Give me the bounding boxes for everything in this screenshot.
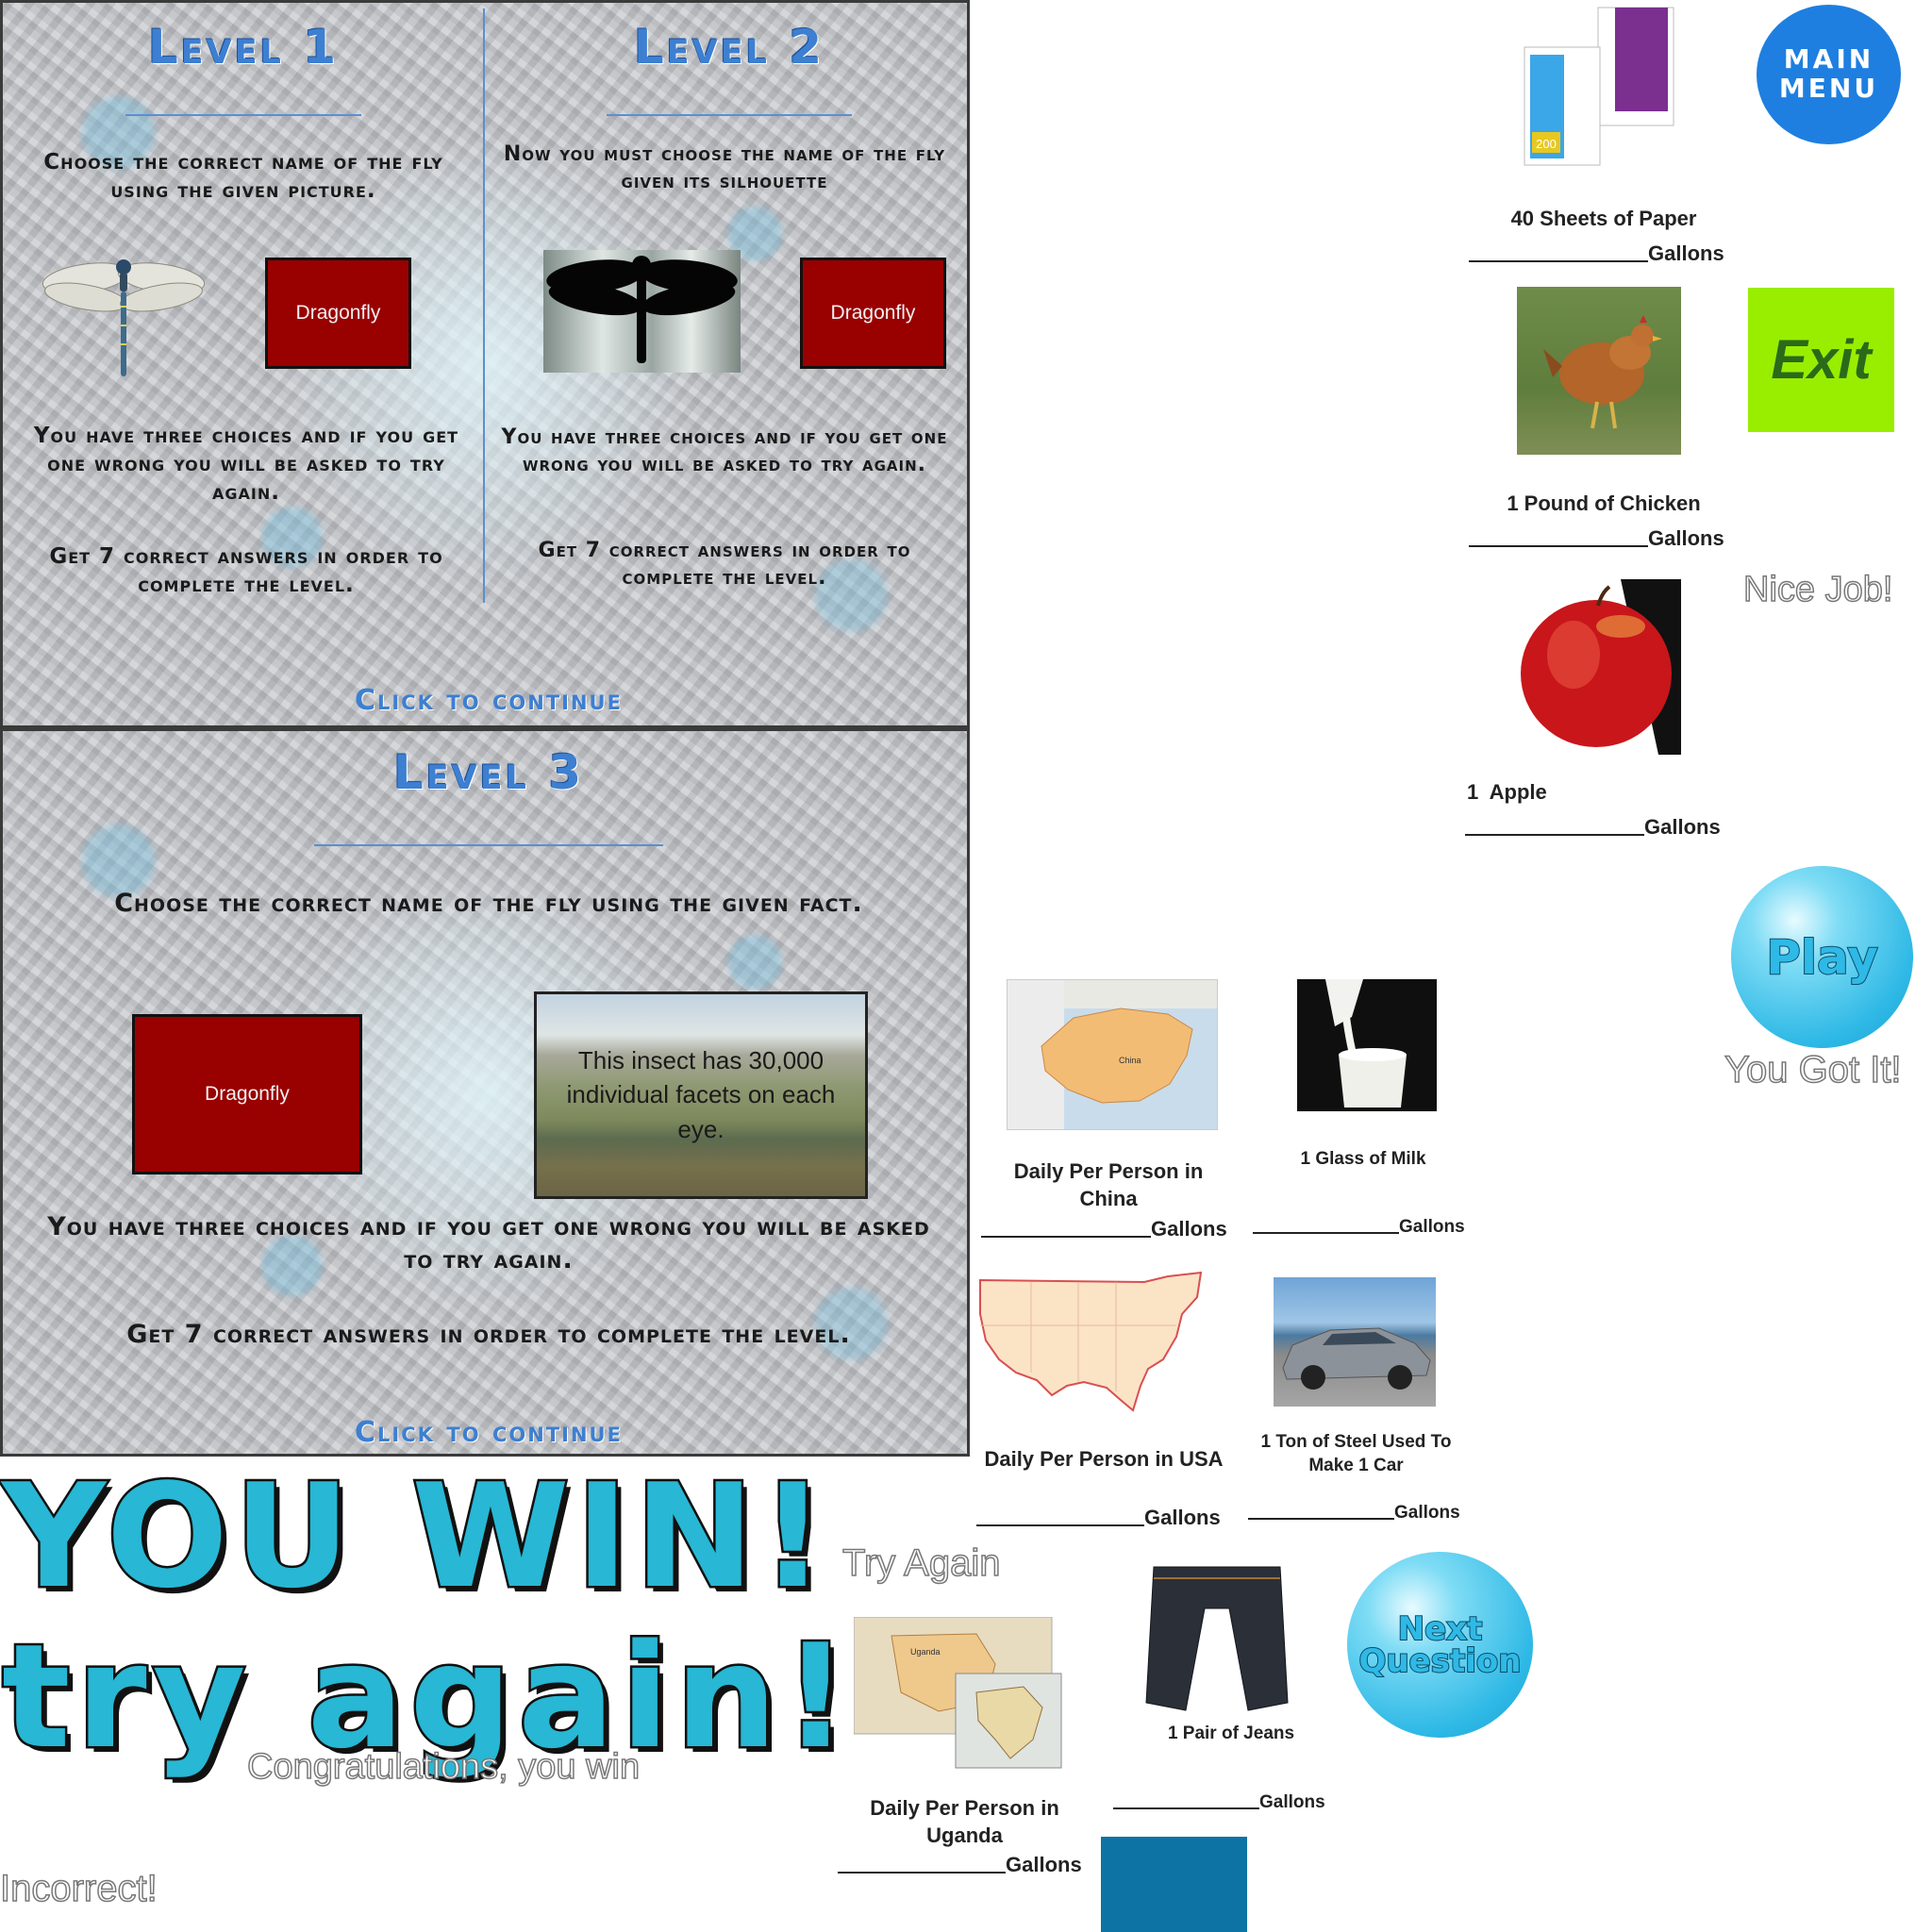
fact-text: This insect has 30,000 individual facets… [566,1046,836,1143]
china-gallons: Gallons [981,1217,1227,1241]
main-menu-line-1: MAIN [1783,43,1874,75]
usa-gallons: Gallons [976,1506,1221,1530]
milk-label: 1 Glass of Milk [1300,1149,1426,1169]
level-3-instruction: Choose the correct name of the fly using… [114,889,863,918]
incorrect-label: Incorrect! [0,1867,158,1910]
exit-button[interactable]: Exit [1748,288,1894,432]
level-3-rules: You have three choices and if you get on… [47,1212,930,1275]
chicken-gallons: Gallons [1469,526,1724,551]
main-menu-line-2: MENU [1778,73,1879,104]
level-1-goal: Get 7 correct answers in order to comple… [49,544,443,597]
usa-map [974,1269,1206,1418]
nice-job-label: Nice Job! [1742,569,1893,610]
level-1-continue-link[interactable]: Click to continue [355,684,623,717]
apple-label: 1 Apple [1467,780,1547,804]
uganda-map: Uganda [854,1617,1063,1770]
level-3-title: Level 3 [392,745,585,800]
next-question-line-1: Next [1397,1609,1484,1648]
level-2-rules: You have three choices and if you get on… [501,425,948,476]
chicken-photo [1517,287,1681,455]
teal-square [1101,1837,1247,1932]
exit-button-label: Exit [1771,329,1872,391]
jeans-label: 1 Pair of Jeans [1167,1724,1295,1743]
level-3-answer-button[interactable]: Dragonfly [132,1014,362,1174]
uganda-map-text: Uganda [910,1647,941,1657]
level-2-answer-button[interactable]: Dragonfly [800,258,946,369]
jeans-gallons: Gallons [1113,1792,1325,1813]
level-3-title-rule [314,844,663,846]
play-button-label: Play [1765,929,1879,985]
try-again-small-label: Try Again [841,1541,1001,1585]
paper-label: 40 Sheets of Paper [1510,207,1697,230]
level-2-instruction: Now you must choose the name of the fly … [503,142,946,193]
china-map: China [1007,979,1218,1130]
uganda-label: Daily Per Person in Uganda [870,1796,1059,1847]
china-label: Daily Per Person in China [1013,1159,1204,1210]
congratulations-label: Congratulations, you win [246,1746,641,1788]
paper-pack-image: 200 [1524,7,1674,166]
level-1-answer-button[interactable]: Dragonfly [265,258,411,369]
silhouette-image [543,250,741,373]
level-2-title: Level 2 [633,20,825,75]
level-2-goal: Get 7 correct answers in order to comple… [538,539,911,590]
main-menu-button[interactable]: MAIN MENU [1757,5,1901,144]
jeans-photo [1137,1561,1297,1717]
china-map-text: China [1119,1056,1141,1065]
next-question-button[interactable]: Next Question [1347,1552,1533,1738]
level-3-panel: Level 3 Choose the correct name of the f… [0,728,970,1457]
level-1-title-rule [125,114,361,116]
steel-label: 1 Ton of Steel Used To Make 1 Car [1260,1432,1452,1475]
fact-card: This insect has 30,000 individual facets… [534,991,868,1199]
dragonfly-photo [42,259,206,376]
you-got-it-label: You Got It! [1724,1048,1902,1091]
paper-pack-number: 200 [1536,137,1557,151]
level-1-instruction: Choose the correct name of the fly using… [43,150,443,203]
level-1-rules: You have three choices and if you get on… [33,424,459,505]
next-question-line-2: Question [1358,1641,1523,1680]
paper-gallons: Gallons [1469,242,1724,266]
level-1-2-panel: Level 1 Choose the correct name of the f… [0,0,970,728]
panel-divider [483,8,485,603]
steel-gallons: Gallons [1248,1503,1460,1524]
chicken-label: 1 Pound of Chicken [1507,491,1701,515]
car-photo [1274,1277,1436,1407]
try-again-banner: try again! [0,1611,855,1783]
level-3-continue-link[interactable]: Click to continue [355,1416,623,1449]
level-2-title-rule [607,114,852,116]
apple-photo [1517,579,1681,755]
usa-label: Daily Per Person in USA [984,1447,1224,1471]
milk-gallons: Gallons [1253,1217,1465,1238]
milk-photo [1297,979,1437,1111]
you-win-banner: YOU WIN! [0,1451,831,1623]
level-3-goal: Get 7 correct answers in order to comple… [126,1320,851,1349]
apple-gallons: Gallons [1465,815,1721,840]
play-button[interactable]: Play [1731,866,1913,1048]
level-1-title: Level 1 [147,20,340,75]
uganda-gallons: Gallons [838,1853,1082,1877]
